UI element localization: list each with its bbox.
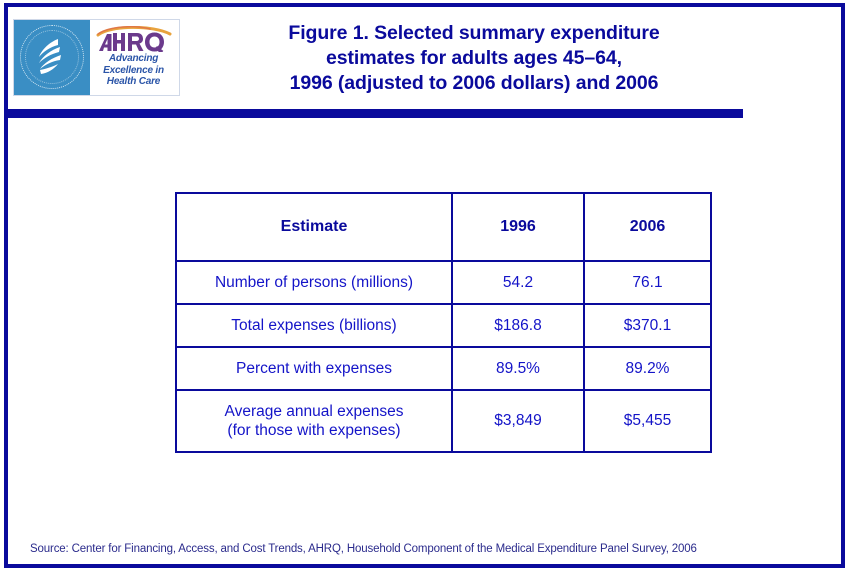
- cell-percent-with-expenses-1996: 89.5%: [451, 346, 585, 391]
- title-line-3: 1996 (adjusted to 2006 dollars) and 2006: [289, 72, 659, 94]
- title-line-2: estimates for adults ages 45–64,: [326, 47, 622, 69]
- seal-inner-ring: [25, 30, 79, 84]
- row-label-line-1: Average annual expenses: [224, 403, 404, 420]
- hhs-seal-icon: [14, 20, 90, 95]
- column-header-2006: 2006: [583, 192, 712, 262]
- table-row: Average annual expenses (for those with …: [175, 389, 712, 453]
- column-header-1996: 1996: [451, 192, 585, 262]
- header-divider-bar: [8, 109, 743, 118]
- cell-total-expenses-2006: $370.1: [583, 303, 712, 348]
- slide-frame: Advancing Excellence in Health Care Figu…: [4, 3, 845, 568]
- cell-percent-with-expenses-2006: 89.2%: [583, 346, 712, 391]
- title-line-1: Figure 1. Selected summary expenditure: [288, 22, 660, 44]
- summary-expenditure-table: Estimate 1996 2006 Number of persons (mi…: [175, 192, 712, 453]
- cell-number-of-persons-1996: 54.2: [451, 260, 585, 305]
- tagline-line-2: Excellence in: [103, 64, 164, 76]
- table-row: Number of persons (millions) 54.2 76.1: [175, 260, 712, 305]
- slide-header: Advancing Excellence in Health Care Figu…: [8, 7, 841, 118]
- hhs-eagle-icon: [39, 39, 61, 74]
- page-title: Figure 1. Selected summary expenditure e…: [194, 21, 754, 96]
- table-body: Number of persons (millions) 54.2 76.1 T…: [175, 260, 712, 453]
- table-header-row: Estimate 1996 2006: [175, 192, 712, 262]
- row-label-total-expenses: Total expenses (billions): [175, 303, 453, 348]
- row-label-number-of-persons: Number of persons (millions): [175, 260, 453, 305]
- tagline-line-3: Health Care: [106, 76, 161, 87]
- row-label-line-2: (for those with expenses): [227, 422, 401, 439]
- source-note: Source: Center for Financing, Access, an…: [30, 543, 697, 555]
- row-label-average-annual-expenses: Average annual expenses (for those with …: [175, 389, 453, 453]
- ahrq-hhs-logo: Advancing Excellence in Health Care: [13, 19, 180, 96]
- row-label-percent-with-expenses: Percent with expenses: [175, 346, 453, 391]
- cell-number-of-persons-2006: 76.1: [583, 260, 712, 305]
- tagline-line-1: Advancing: [108, 53, 159, 64]
- table-row: Total expenses (billions) $186.8 $370.1: [175, 303, 712, 348]
- ahrq-wordmark: Advancing Excellence in Health Care: [90, 20, 179, 95]
- ahrq-tagline: Advancing Excellence in Health Care: [90, 53, 177, 88]
- ahrq-logotype-icon: [96, 26, 172, 52]
- column-header-estimate: Estimate: [175, 192, 453, 262]
- cell-total-expenses-1996: $186.8: [451, 303, 585, 348]
- seal-outer-ring: [20, 25, 84, 89]
- table-header: Estimate 1996 2006: [175, 192, 712, 262]
- table-row: Percent with expenses 89.5% 89.2%: [175, 346, 712, 391]
- cell-average-annual-expenses-2006: $5,455: [583, 389, 712, 453]
- cell-average-annual-expenses-1996: $3,849: [451, 389, 585, 453]
